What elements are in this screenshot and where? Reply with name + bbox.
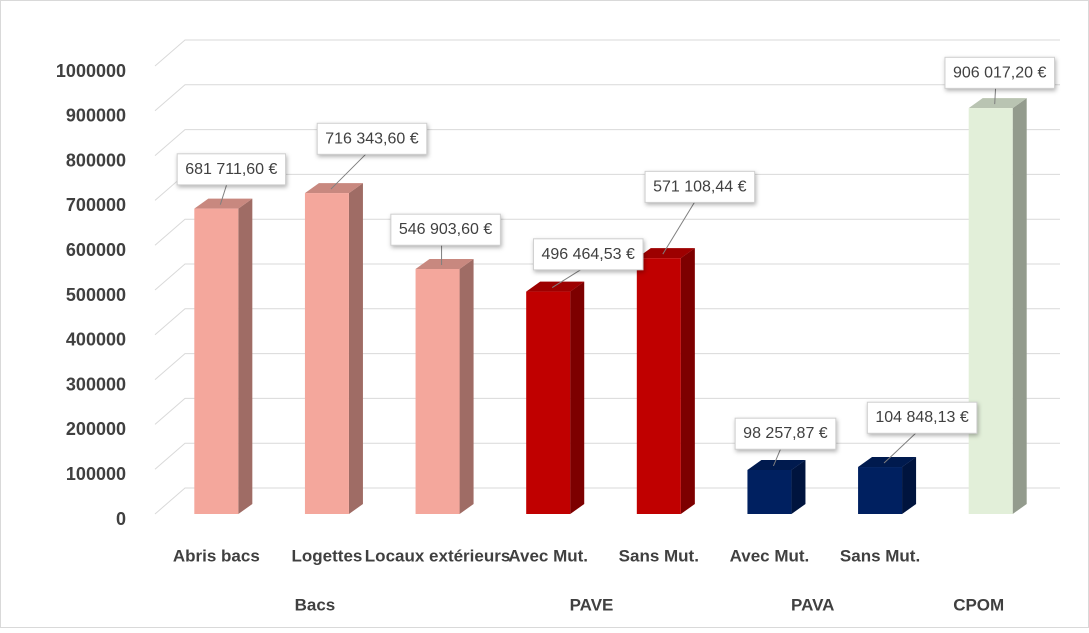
- leader-line: [772, 446, 782, 467]
- bar-top-shade: [194, 198, 253, 209]
- bar-side-shade: [238, 198, 253, 514]
- y-tick-label: 100000: [66, 464, 126, 484]
- y-tick-label: 900000: [66, 106, 126, 126]
- bar-top: [636, 248, 695, 259]
- leader-line: [994, 86, 997, 105]
- value-label-box: [866, 401, 978, 434]
- x-tick-label: Sans Mut.: [840, 546, 920, 565]
- value-label-box: [734, 417, 837, 450]
- y-tick-label: 800000: [66, 150, 126, 170]
- labels: Abris bacs 681 711,60 € Logettes 716 343,60…: [173, 56, 1055, 614]
- bar-side: [791, 459, 806, 514]
- value-label-box: [176, 153, 287, 186]
- x-tick-label: Avec Mut.: [508, 546, 588, 565]
- bar: [194, 208, 239, 514]
- x-tick-label: Locaux extérieurs: [365, 546, 511, 565]
- group-label: CPOM: [953, 595, 1004, 614]
- value-label: 681 711,60 €: [185, 161, 277, 178]
- bar: [526, 291, 571, 514]
- y-tick-label: 1000000: [56, 61, 126, 81]
- bar-side-shade: [791, 459, 806, 514]
- grid-line: [154, 308, 1060, 336]
- grid: 0 100000 200000 300000 400000 500000 600000 700…: [56, 39, 1060, 529]
- value-label: 906 017,20 €: [953, 64, 1047, 81]
- leader-line: [330, 151, 369, 190]
- bar-side: [459, 258, 474, 514]
- group-label: PAVA: [791, 595, 834, 614]
- value-label: 571 108,44 €: [653, 178, 747, 195]
- bar-side: [348, 183, 363, 514]
- bar-top: [968, 98, 1027, 109]
- y-tick-label: 200000: [66, 419, 126, 439]
- bar-side: [680, 248, 695, 514]
- bar-top-shade: [415, 258, 474, 269]
- leader-line: [662, 199, 697, 255]
- bar: [636, 258, 681, 514]
- grid-line: [154, 353, 1060, 380]
- bar-top: [194, 198, 253, 209]
- bar-side: [570, 281, 585, 514]
- bar-side: [238, 198, 253, 514]
- bar-side-shade: [680, 248, 695, 514]
- bar-side-shade: [348, 183, 363, 514]
- x-tick-label: Logettes: [292, 546, 363, 565]
- x-tick-label: Abris bacs: [173, 546, 260, 565]
- bar: [415, 268, 460, 514]
- y-tick-label: 400000: [66, 330, 126, 350]
- bar-side: [1012, 98, 1027, 514]
- grid-line: [154, 263, 1060, 291]
- bar-side-shade: [1012, 98, 1027, 514]
- bar-top-shade: [968, 98, 1027, 109]
- value-label: 546 903,60 €: [399, 221, 493, 238]
- bar: [968, 108, 1013, 514]
- bar: [858, 467, 903, 514]
- bar-top: [415, 258, 474, 269]
- value-label-box: [532, 238, 644, 271]
- x-tick-label: Sans Mut.: [619, 546, 699, 565]
- value-label-box: [644, 170, 756, 203]
- value-label: 716 343,60 €: [325, 130, 419, 147]
- bar-side-shade: [902, 457, 917, 514]
- bar-side-shade: [459, 258, 474, 514]
- bar-top-shade: [747, 459, 806, 470]
- bar-top: [858, 457, 917, 468]
- bar-top: [747, 459, 806, 470]
- leader-line: [883, 430, 919, 464]
- bar-top: [304, 183, 363, 194]
- bar-top-shade: [636, 248, 695, 259]
- bar-top-shade: [304, 183, 363, 194]
- value-label: 496 464,53 €: [541, 246, 635, 263]
- grid-line: [154, 218, 1060, 246]
- bar: [304, 193, 349, 514]
- group-label: Bacs: [295, 595, 336, 614]
- leader-line: [219, 182, 228, 205]
- bar-side: [902, 457, 917, 514]
- grid-line: [154, 397, 1060, 425]
- bar-top-shade: [858, 457, 917, 468]
- value-label-box: [390, 213, 501, 246]
- y-tick-label: 700000: [66, 195, 126, 215]
- grid-line: [154, 84, 1060, 112]
- value-label-box: [316, 122, 428, 155]
- bars: [194, 98, 1027, 514]
- grid-line: [154, 129, 1060, 156]
- value-label: 98 257,87 €: [743, 425, 828, 442]
- bar-side-shade: [570, 281, 585, 514]
- leader-line: [551, 267, 585, 289]
- bar-top-shade: [526, 281, 585, 292]
- group-label: PAVE: [570, 595, 614, 614]
- grid-line: [154, 39, 1060, 67]
- y-tick-label: 300000: [66, 374, 126, 394]
- y-tick-label: 500000: [66, 285, 126, 305]
- y-tick-label: 0: [116, 509, 126, 529]
- x-tick-label: Avec Mut.: [730, 546, 810, 565]
- value-label: 104 848,13 €: [875, 409, 969, 426]
- bar: [747, 469, 792, 514]
- y-tick-label: 600000: [66, 240, 126, 260]
- bar-top: [526, 281, 585, 292]
- value-label-box: [944, 56, 1055, 89]
